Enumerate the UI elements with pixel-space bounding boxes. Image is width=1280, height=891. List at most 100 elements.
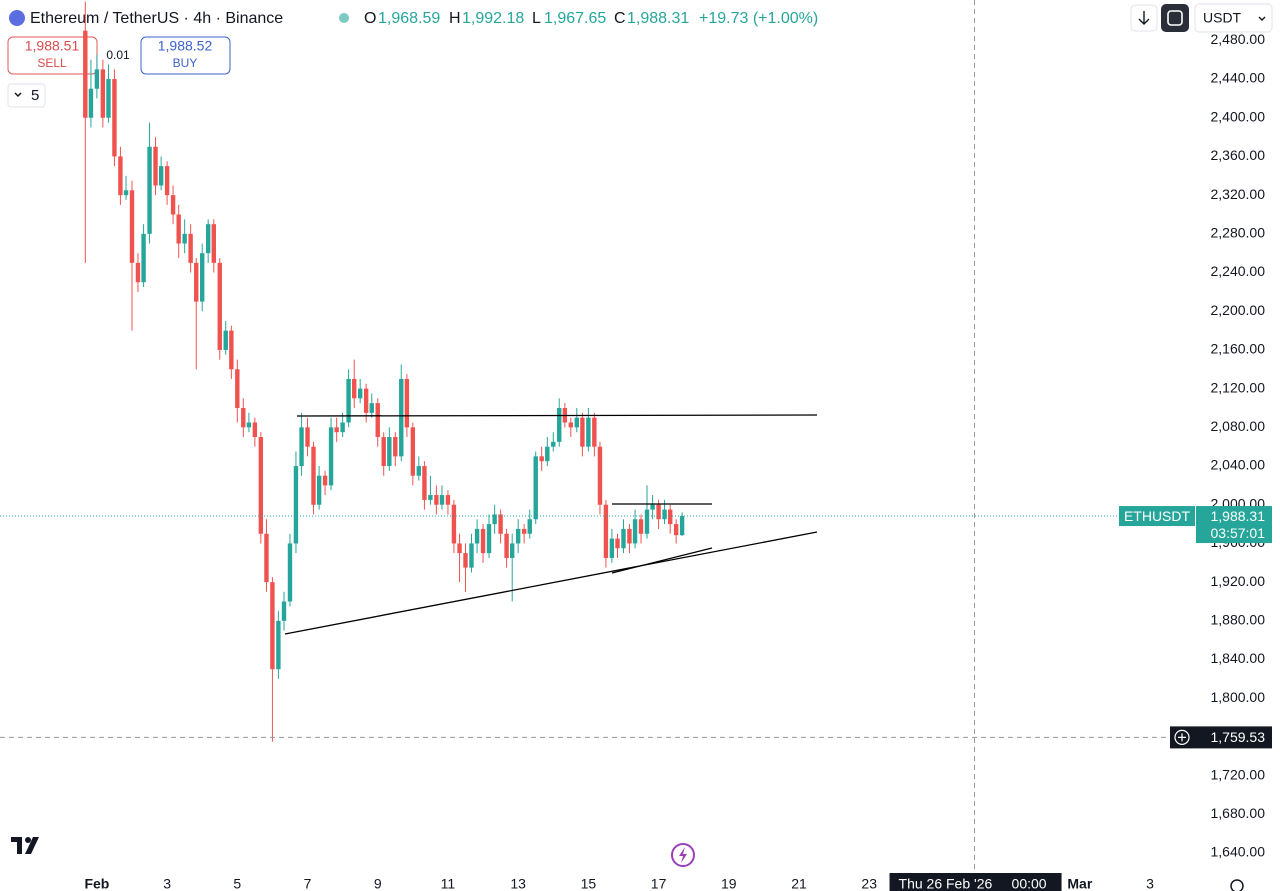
candle-body (445, 495, 451, 505)
candle-body (474, 528, 480, 544)
candle-body (235, 369, 240, 408)
candle-body (217, 262, 222, 350)
candle-body (153, 146, 158, 186)
candle-body (615, 538, 620, 549)
candle-body (299, 427, 304, 467)
support-line (611, 547, 713, 574)
candle-body (357, 388, 363, 399)
candle-body (603, 504, 609, 558)
candle-body (241, 407, 246, 428)
y-tick-label: 1,800.00 (1211, 689, 1266, 705)
candle-body (521, 528, 527, 534)
candle-body (106, 79, 111, 118)
candle-body (287, 543, 293, 602)
button-box (1161, 4, 1189, 32)
candle-body (123, 190, 129, 196)
candle-body (504, 533, 509, 558)
candle-body (422, 466, 427, 500)
y-tick-label: 2,280.00 (1211, 225, 1266, 241)
candle-body (580, 417, 585, 447)
candle-body (311, 446, 316, 505)
select-box (1194, 3, 1273, 33)
candle-body (369, 403, 374, 413)
x-tick-label: 13 (510, 876, 526, 891)
ohlc-label: L (532, 10, 541, 27)
candle-body (176, 214, 181, 244)
candle-body (650, 504, 655, 510)
candle-body (112, 79, 117, 157)
candle-body (264, 533, 269, 583)
buy-box (140, 36, 231, 75)
x-tick-label: 23 (861, 876, 877, 891)
y-tick-label: 1,920.00 (1211, 573, 1266, 589)
crosshair-price-label: 1,759.53 (1211, 729, 1266, 745)
candle-body (316, 475, 322, 505)
settings-button[interactable] (1230, 879, 1244, 891)
add-alert-icon (1174, 729, 1190, 745)
trendlines (284, 414, 818, 635)
lightning-icon[interactable] (671, 843, 695, 867)
buy-button[interactable]: 1,988.52 BUY (140, 36, 231, 75)
status-dot (339, 13, 349, 23)
candle-body (457, 543, 462, 554)
sell-label: SELL (37, 56, 67, 70)
y-tick-label: 2,080.00 (1211, 418, 1266, 434)
y-tick-label: 1,840.00 (1211, 650, 1266, 666)
y-tick-label: 2,480.00 (1211, 31, 1266, 47)
x-tick-label: 15 (581, 876, 597, 891)
currency-select[interactable]: USDT (1194, 3, 1273, 33)
candle-body (463, 553, 468, 568)
candle-body (100, 69, 106, 118)
y-tick-label: 2,400.00 (1211, 108, 1266, 124)
candle-body (656, 504, 661, 520)
indicators-toggle[interactable]: 5 (7, 83, 46, 108)
candle-body (486, 524, 492, 554)
candle-body (557, 407, 562, 442)
candle-body (158, 166, 164, 186)
candle-body (644, 509, 650, 534)
candle-body (393, 437, 398, 457)
candle-body (200, 253, 205, 302)
candle-body (679, 516, 685, 536)
candle-body (509, 543, 515, 558)
candle-body (434, 495, 439, 505)
candle-body (592, 417, 597, 447)
candle-body (375, 403, 380, 438)
crosshair-date-label: Thu 26 Feb '26 (899, 876, 993, 891)
candle-body (340, 422, 345, 433)
candle-body (170, 195, 176, 215)
candle-body (609, 538, 615, 558)
y-tick-label: 2,360.00 (1211, 147, 1266, 163)
candle-body (147, 146, 152, 234)
resistance-line (296, 414, 818, 417)
candle-body (399, 378, 404, 457)
y-tick-label: 2,040.00 (1211, 457, 1266, 473)
candle-body (246, 422, 252, 428)
candle-body (404, 378, 410, 428)
candle-body (182, 233, 187, 244)
spread: 0.01 (106, 48, 130, 62)
crosshair-time-label: 00:00 (1012, 876, 1047, 891)
x-tick-label: 11 (441, 876, 456, 891)
logo-part (25, 837, 31, 843)
fullscreen-button[interactable] (1161, 4, 1189, 32)
x-tick-label: 17 (651, 876, 667, 891)
download-button[interactable] (1130, 4, 1158, 32)
candle-body (118, 156, 123, 196)
candle-body (673, 524, 679, 536)
x-tick-label: 19 (721, 876, 737, 891)
y-tick-label: 2,440.00 (1211, 70, 1266, 86)
ohlc-value: 1,988.31 (627, 10, 689, 27)
candle-body (539, 456, 544, 462)
candle-body (229, 330, 234, 370)
change-value: +19.73 (+1.00%) (699, 10, 818, 27)
candle-body (621, 528, 626, 549)
gear-icon (1230, 879, 1244, 891)
ohlc-label: C (614, 10, 626, 27)
crosshair-time-tag (889, 873, 1062, 891)
sell-button[interactable]: 1,988.51 SELL (7, 36, 98, 75)
symbol-tag (1119, 506, 1195, 527)
candle-body (627, 528, 632, 544)
y-tick-label: 1,640.00 (1211, 844, 1266, 860)
buy-label: BUY (173, 56, 198, 70)
